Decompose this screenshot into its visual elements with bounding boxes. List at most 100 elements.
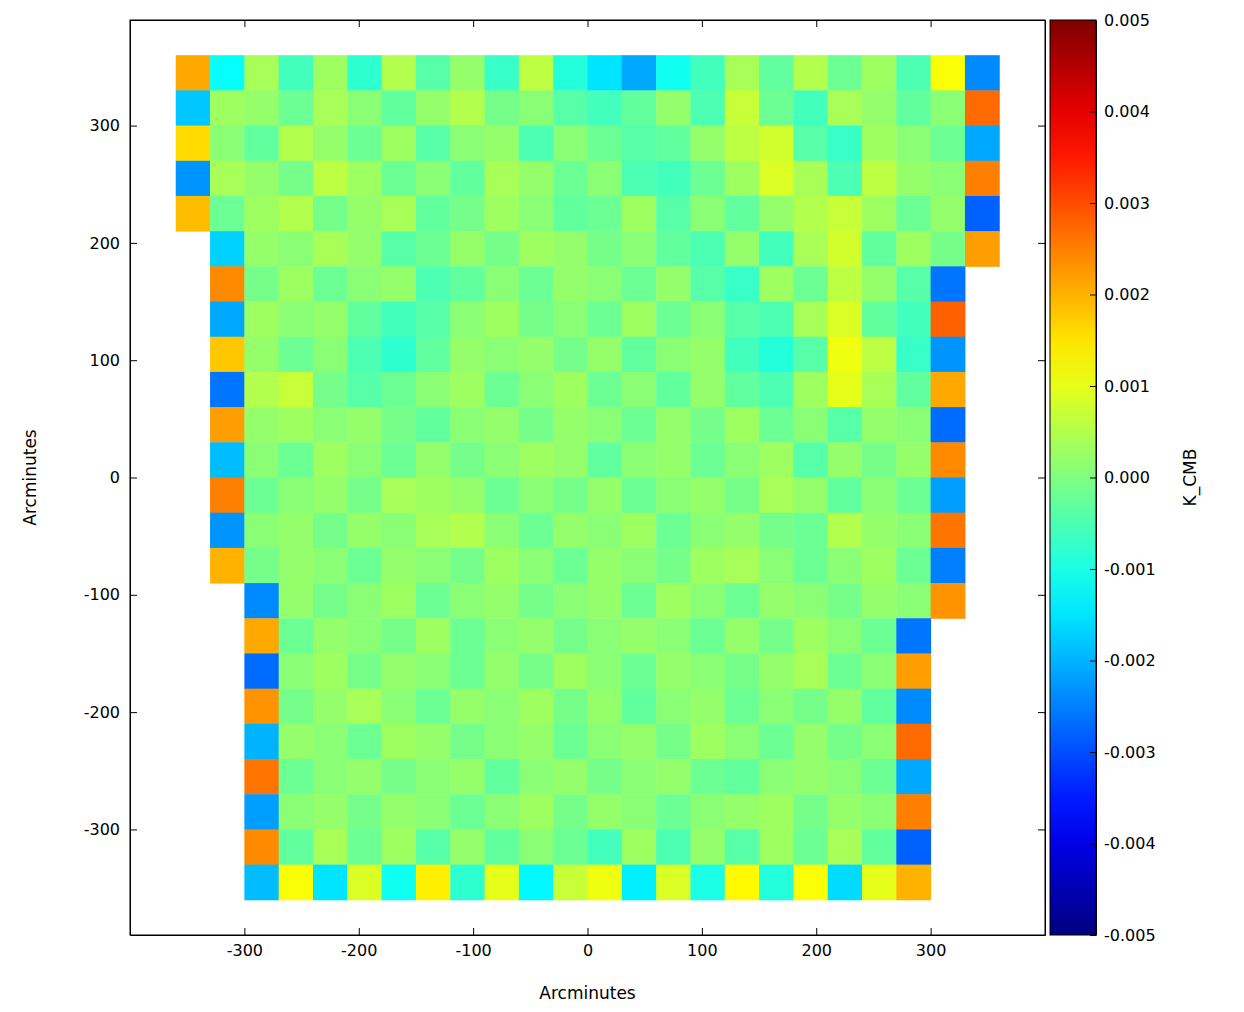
cell	[244, 196, 279, 232]
cell	[759, 478, 794, 514]
cell	[588, 548, 623, 584]
cell	[210, 513, 245, 549]
cells	[176, 55, 1000, 900]
cell	[656, 442, 691, 478]
cell	[793, 829, 828, 865]
cell	[382, 372, 417, 408]
cell	[828, 548, 863, 584]
colorbar	[1050, 20, 1096, 935]
tick: 300	[89, 116, 137, 135]
tick-label: -200	[341, 941, 377, 960]
cell	[279, 302, 314, 338]
cell	[622, 302, 657, 338]
cell	[931, 126, 966, 162]
cell	[279, 794, 314, 830]
cell	[553, 689, 588, 725]
cell	[450, 442, 485, 478]
cell	[725, 583, 760, 619]
cell	[416, 724, 451, 760]
cell	[828, 724, 863, 760]
tick	[1038, 712, 1045, 713]
cell	[244, 583, 279, 619]
cell	[450, 618, 485, 654]
cell	[690, 724, 725, 760]
cell	[519, 724, 554, 760]
cell	[313, 513, 348, 549]
cell	[862, 161, 897, 197]
cell	[622, 231, 657, 267]
cell	[279, 548, 314, 584]
cell	[896, 829, 931, 865]
cell	[793, 231, 828, 267]
cell	[931, 513, 966, 549]
tick-mark	[1090, 203, 1096, 204]
cell	[622, 653, 657, 689]
cell	[176, 161, 211, 197]
cell	[210, 161, 245, 197]
cell	[553, 196, 588, 232]
cell	[313, 266, 348, 302]
cell	[931, 372, 966, 408]
cell	[656, 865, 691, 901]
tick-label: -0.004	[1104, 834, 1156, 853]
cell	[828, 794, 863, 830]
cell	[725, 337, 760, 373]
cell	[896, 583, 931, 619]
tick	[359, 20, 360, 27]
cell	[725, 407, 760, 443]
cell	[553, 724, 588, 760]
cell	[279, 407, 314, 443]
cell	[896, 653, 931, 689]
cell	[828, 266, 863, 302]
cell	[690, 829, 725, 865]
cell	[485, 794, 520, 830]
cell	[382, 266, 417, 302]
tick-mark	[1090, 112, 1096, 113]
tick-mark	[473, 928, 474, 935]
cell	[450, 794, 485, 830]
cell	[759, 829, 794, 865]
tick-label: -300	[84, 820, 120, 839]
cell	[416, 865, 451, 901]
cell	[690, 583, 725, 619]
cell	[347, 513, 382, 549]
tick-mark	[1038, 712, 1045, 713]
cell	[244, 302, 279, 338]
cell	[759, 583, 794, 619]
tick-label: -300	[227, 941, 263, 960]
cell	[313, 337, 348, 373]
cell	[759, 407, 794, 443]
cell	[382, 478, 417, 514]
tick: -0.005	[1090, 926, 1156, 945]
cell	[622, 618, 657, 654]
cell	[519, 618, 554, 654]
cell	[896, 266, 931, 302]
cell	[622, 724, 657, 760]
cell	[485, 266, 520, 302]
cell	[793, 513, 828, 549]
cell	[210, 372, 245, 408]
cell	[416, 794, 451, 830]
cell	[690, 337, 725, 373]
cell	[485, 231, 520, 267]
tick-mark	[1090, 844, 1096, 845]
cell	[244, 231, 279, 267]
cell	[828, 618, 863, 654]
cell	[313, 689, 348, 725]
cell	[862, 865, 897, 901]
tick-mark	[130, 360, 137, 361]
cell	[553, 478, 588, 514]
cell	[519, 55, 554, 91]
cell	[279, 55, 314, 91]
cell	[828, 161, 863, 197]
cell	[382, 55, 417, 91]
cell	[347, 759, 382, 795]
cell	[347, 478, 382, 514]
cell	[450, 548, 485, 584]
tick-mark	[1038, 360, 1045, 361]
tick	[1038, 595, 1045, 596]
cell	[347, 653, 382, 689]
cell	[416, 583, 451, 619]
cell	[656, 583, 691, 619]
cell	[450, 653, 485, 689]
